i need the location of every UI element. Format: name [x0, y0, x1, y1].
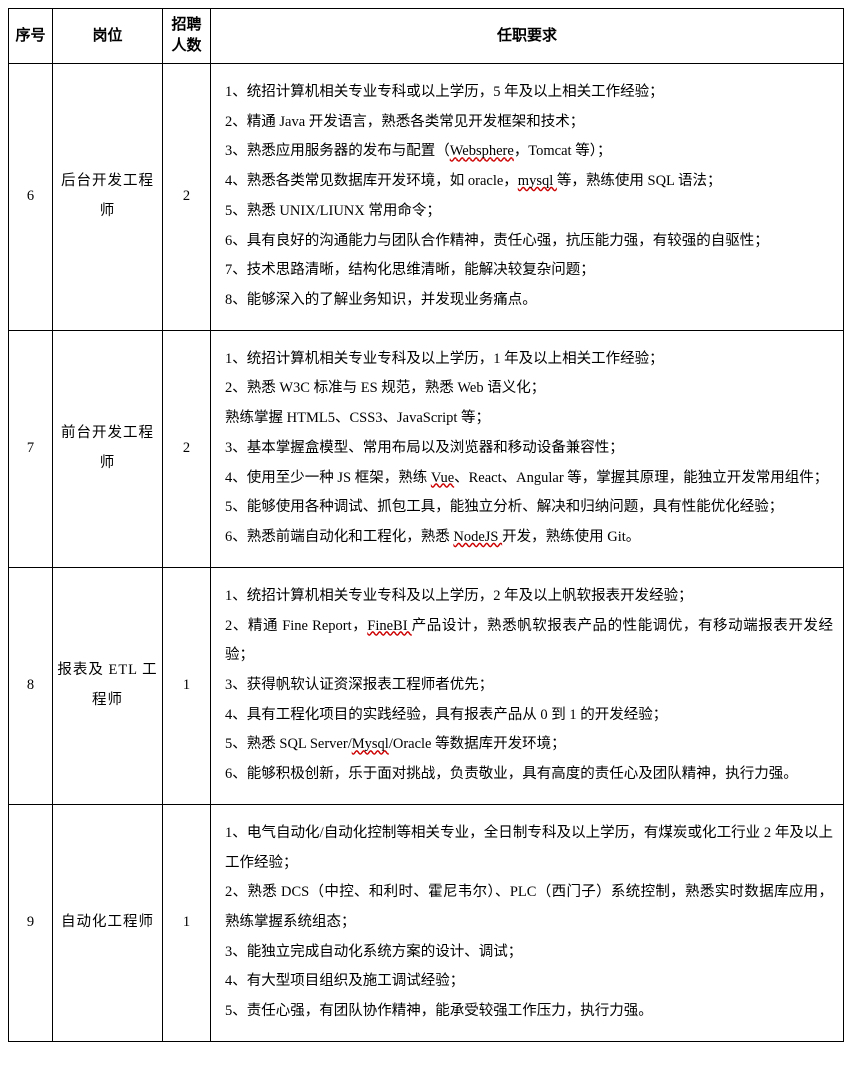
cell-position: 前台开发工程师: [53, 330, 163, 567]
cell-position: 报表及 ETL 工程师: [53, 567, 163, 804]
table-header: 序号 岗位 招聘人数 任职要求: [9, 9, 844, 64]
table-body: 6后台开发工程师21、统招计算机相关专业专科或以上学历，5 年及以上相关工作经验…: [9, 64, 844, 1042]
table-row: 8报表及 ETL 工程师11、统招计算机相关专业专科及以上学历，2 年及以上帆软…: [9, 567, 844, 804]
cell-position: 自动化工程师: [53, 804, 163, 1041]
header-count: 招聘人数: [163, 9, 211, 64]
cell-seq: 8: [9, 567, 53, 804]
header-requirements: 任职要求: [211, 9, 844, 64]
table-row: 9自动化工程师11、电气自动化/自动化控制等相关专业，全日制专科及以上学历，有煤…: [9, 804, 844, 1041]
job-requirements-table: 序号 岗位 招聘人数 任职要求 6后台开发工程师21、统招计算机相关专业专科或以…: [8, 8, 844, 1042]
cell-count: 2: [163, 64, 211, 331]
cell-count: 2: [163, 330, 211, 567]
cell-requirements: 1、统招计算机相关专业专科及以上学历，2 年及以上帆软报表开发经验；2、精通 F…: [211, 567, 844, 804]
cell-requirements: 1、统招计算机相关专业专科及以上学历，1 年及以上相关工作经验；2、熟悉 W3C…: [211, 330, 844, 567]
table-row: 7前台开发工程师21、统招计算机相关专业专科及以上学历，1 年及以上相关工作经验…: [9, 330, 844, 567]
cell-seq: 7: [9, 330, 53, 567]
table-row: 6后台开发工程师21、统招计算机相关专业专科或以上学历，5 年及以上相关工作经验…: [9, 64, 844, 331]
cell-requirements: 1、电气自动化/自动化控制等相关专业，全日制专科及以上学历，有煤炭或化工行业 2…: [211, 804, 844, 1041]
header-seq: 序号: [9, 9, 53, 64]
cell-count: 1: [163, 567, 211, 804]
header-position: 岗位: [53, 9, 163, 64]
table-header-row: 序号 岗位 招聘人数 任职要求: [9, 9, 844, 64]
cell-position: 后台开发工程师: [53, 64, 163, 331]
cell-seq: 9: [9, 804, 53, 1041]
cell-seq: 6: [9, 64, 53, 331]
cell-requirements: 1、统招计算机相关专业专科或以上学历，5 年及以上相关工作经验；2、精通 Jav…: [211, 64, 844, 331]
cell-count: 1: [163, 804, 211, 1041]
